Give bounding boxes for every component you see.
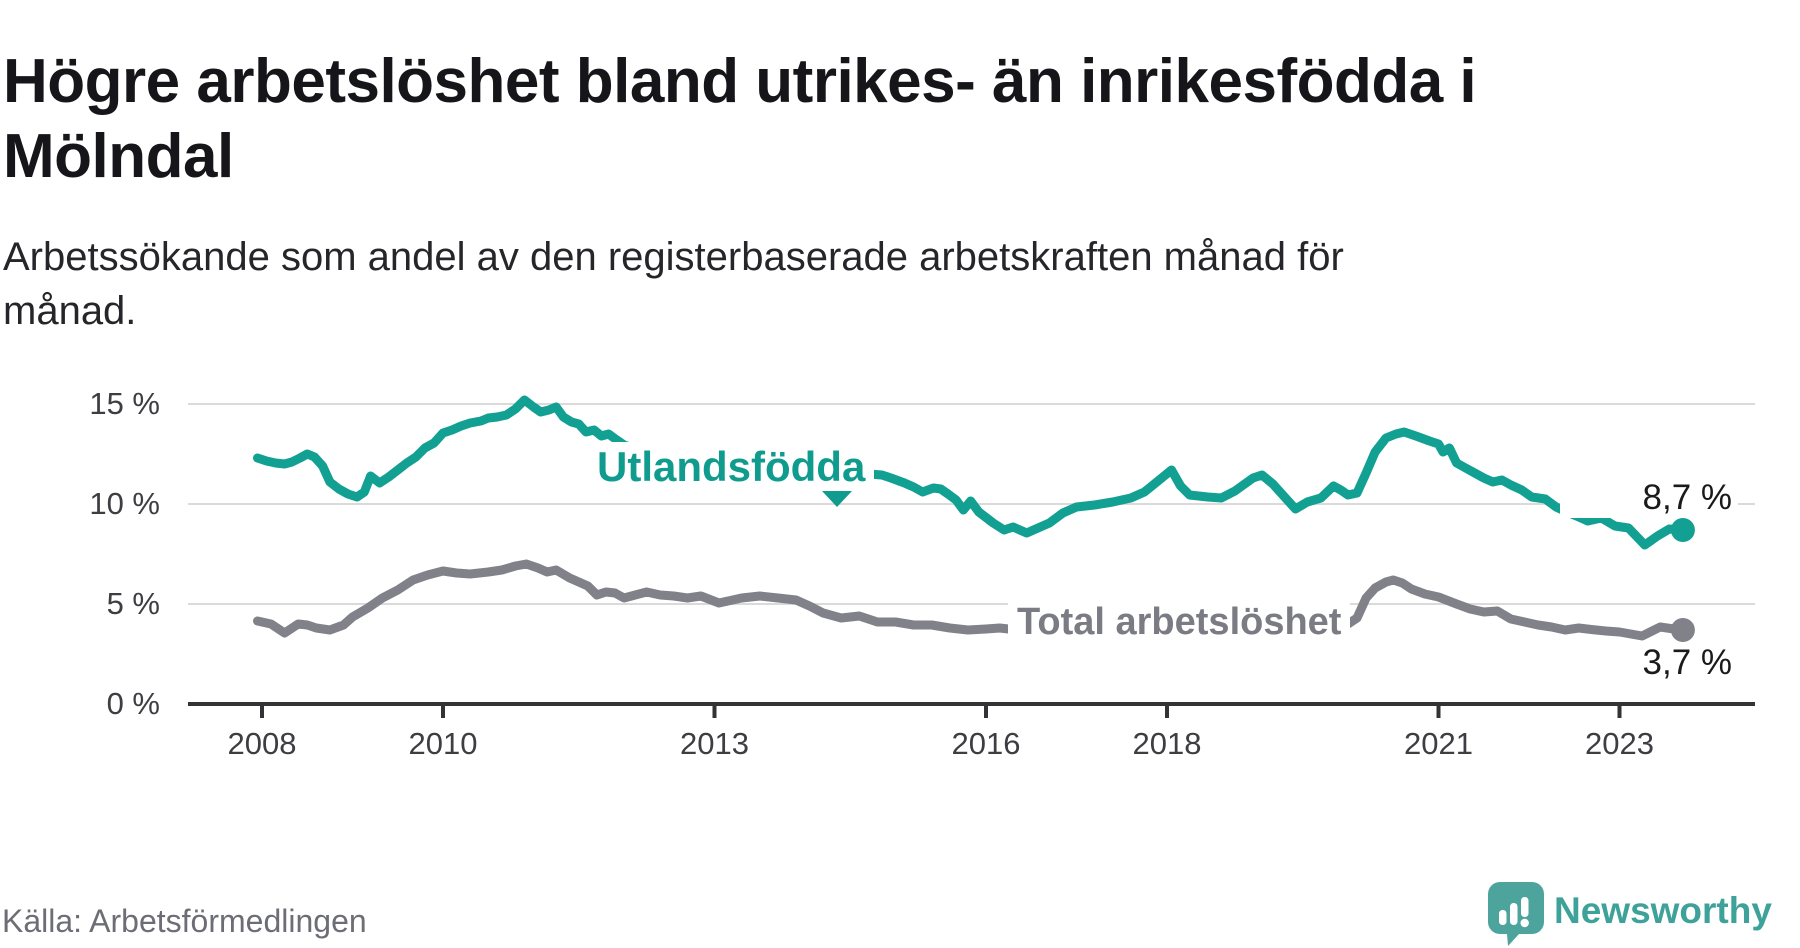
- page-subtitle: Arbetssökande som andel av den registerb…: [3, 235, 1344, 333]
- y-axis-tick-label: 15 %: [89, 386, 160, 421]
- end-value-label-utlandsfodda: 8,7 %: [1560, 478, 1738, 518]
- utlandsfodda-end-dot: [1670, 518, 1695, 542]
- y-axis-tick-label: 5 %: [106, 586, 160, 621]
- end-value-label-total: 3,7 %: [1560, 643, 1738, 683]
- down-arrow-icon: [822, 491, 852, 507]
- source-note: Källa: Arbetsförmedlingen: [2, 903, 367, 939]
- x-axis-tick-label: 2016: [951, 726, 1021, 761]
- x-axis-tick-label: 2018: [1132, 726, 1202, 761]
- newsworthy-chart-icon: [1488, 882, 1544, 946]
- series-label-total: Total arbetslöshet: [1008, 600, 1351, 645]
- series-label-utlandsfodda: Utlandsfödda: [588, 442, 875, 492]
- x-axis-tick-label: 2013: [680, 726, 749, 761]
- brand-logo: Newsworthy: [1488, 882, 1772, 946]
- utlandsfodda-line: [253, 395, 1688, 550]
- page-title: Högre arbetslöshet bland utrikes- än inr…: [3, 46, 1477, 191]
- x-axis-tick-label: 2010: [408, 726, 478, 761]
- y-axis-tick-label: 0 %: [106, 686, 160, 721]
- x-axis-tick-label: 2023: [1585, 726, 1654, 761]
- y-axis-tick-label: 10 %: [89, 486, 160, 521]
- brand-name: Newsworthy: [1554, 890, 1772, 931]
- total-line: [253, 559, 1688, 641]
- x-axis-tick-label: 2021: [1404, 726, 1473, 761]
- x-axis-tick-label: 2008: [227, 726, 297, 761]
- total-end-dot: [1670, 618, 1695, 642]
